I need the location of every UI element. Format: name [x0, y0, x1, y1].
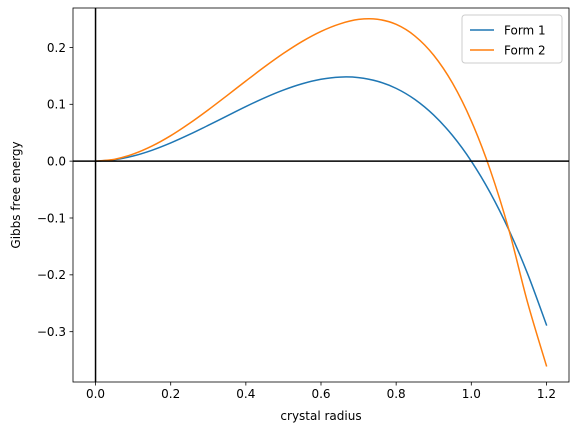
x-tick-label: 0.8: [387, 387, 406, 401]
x-ticks: 0.0 0.2 0.4 0.6 0.8 1.0 1.2: [86, 382, 556, 401]
x-axis-label: crystal radius: [280, 409, 361, 423]
legend-label: Form 1: [504, 23, 546, 37]
x-tick-label: 0.6: [311, 387, 330, 401]
y-tick-label: 0.1: [47, 98, 66, 112]
y-tick-label: 0.2: [47, 41, 66, 55]
x-tick-label: 0.4: [236, 387, 255, 401]
y-tick-label: 0.0: [47, 154, 66, 168]
y-axis-label: Gibbs free energy: [9, 141, 23, 248]
y-tick-label: −0.3: [37, 325, 66, 339]
legend: Form 1 Form 2: [461, 14, 563, 64]
x-tick-label: 1.2: [537, 387, 556, 401]
reference-lines: [73, 8, 569, 382]
y-ticks: −0.3 −0.2 −0.1 0.0 0.1 0.2: [37, 41, 73, 339]
x-tick-label: 0.0: [86, 387, 105, 401]
y-tick-label: −0.1: [37, 211, 66, 225]
legend-label: Form 2: [504, 43, 546, 57]
x-tick-label: 0.2: [161, 387, 180, 401]
x-tick-label: 1.0: [462, 387, 481, 401]
y-tick-label: −0.2: [37, 268, 66, 282]
legend-box: [461, 14, 563, 64]
series-line-form-2: [94, 17, 548, 367]
